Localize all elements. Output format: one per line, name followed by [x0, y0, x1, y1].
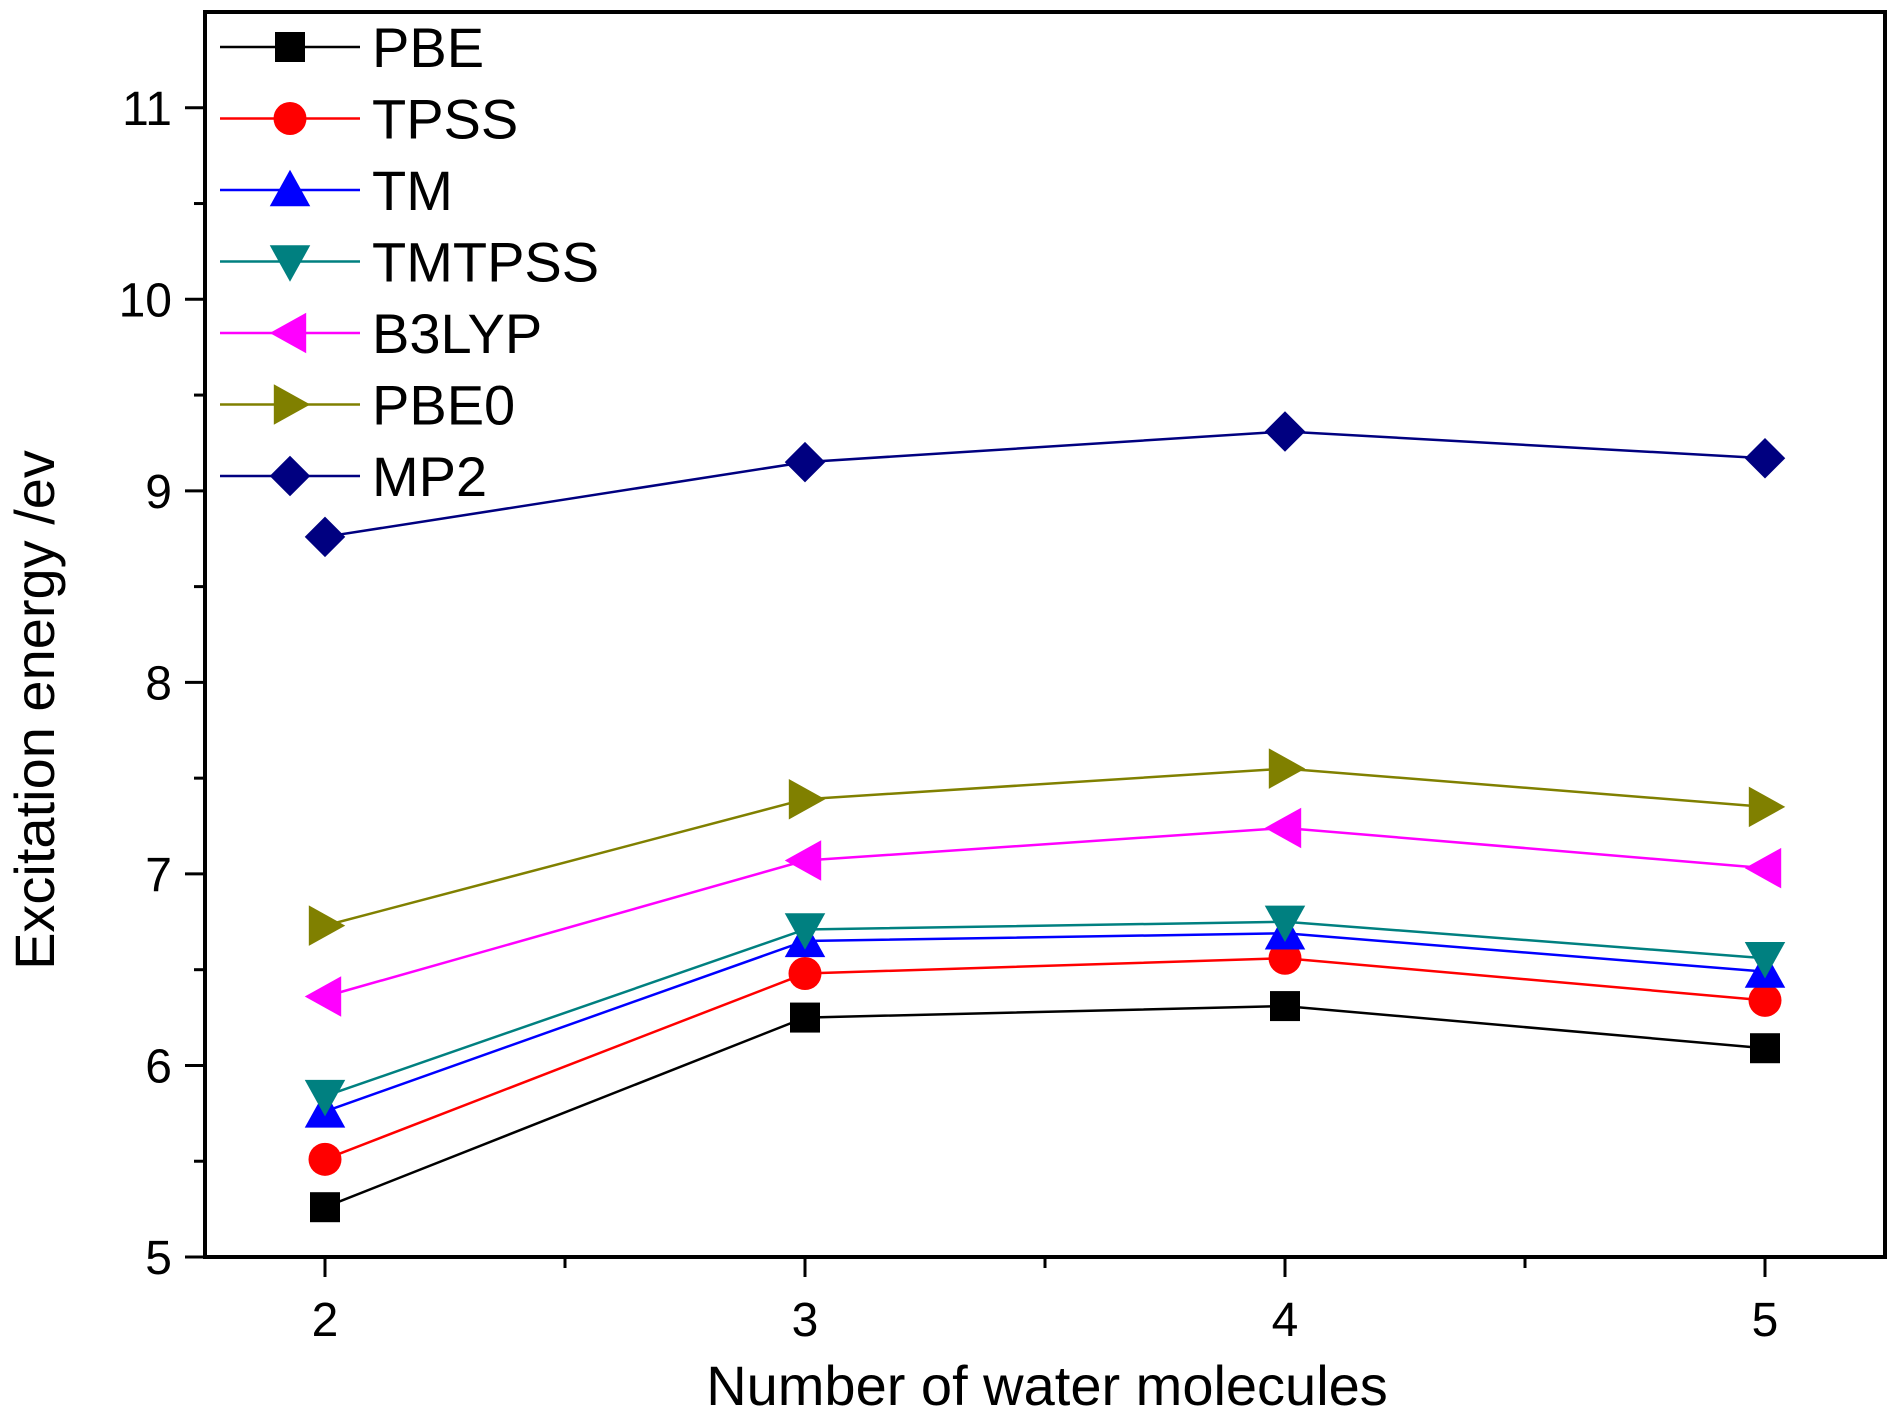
- series-b3lyp: [304, 807, 1782, 1017]
- legend-marker-tmtpss: [269, 245, 311, 282]
- legend-marker-b3lyp: [269, 312, 307, 354]
- plot-frame: [203, 10, 1887, 1259]
- y-tick-label: 10: [119, 274, 172, 327]
- data-point-b3lyp-3: [784, 840, 822, 881]
- series-line-b3lyp: [324, 826, 1766, 998]
- series-line-pbe0: [324, 767, 1766, 927]
- data-point-mp2-2: [304, 516, 346, 558]
- legend-item-mp2: MP2: [220, 445, 487, 508]
- y-tick-label: 9: [145, 466, 172, 519]
- legend-marker-pbe: [275, 32, 305, 62]
- legend-item-tpss: TPSS: [220, 88, 518, 151]
- series-layer: [304, 411, 1786, 1223]
- x-tick-label: 3: [792, 1294, 819, 1347]
- data-point-pbe-5: [1750, 1033, 1780, 1064]
- data-point-pbe-4: [1270, 991, 1300, 1022]
- x-tick-label: 2: [312, 1294, 339, 1347]
- y-tick-label: 7: [145, 849, 172, 902]
- legend-label-tm: TM: [372, 159, 453, 222]
- y-tick-label: 8: [145, 657, 172, 710]
- legend-item-pbe0: PBE0: [220, 374, 515, 437]
- series-pbe0: [308, 748, 1786, 946]
- series-line-pbe: [324, 1004, 1766, 1209]
- data-point-mp2-4: [1264, 411, 1306, 452]
- axes-layer: 5 6 7 8 9 10 11 2 3 4 5: [119, 10, 1887, 1347]
- series-tmtpss: [304, 905, 1786, 1117]
- x-tick-label: 4: [1272, 1294, 1299, 1347]
- data-point-tpss-5: [1748, 983, 1782, 1017]
- data-point-mp2-5: [1744, 438, 1786, 479]
- legend-label-b3lyp: B3LYP: [372, 302, 542, 365]
- data-point-tpss-2: [308, 1142, 342, 1176]
- legend-item-tm: TM: [220, 159, 453, 222]
- legend-label-pbe0: PBE0: [372, 374, 515, 437]
- legend-label-pbe: PBE: [372, 16, 484, 79]
- data-point-b3lyp-2: [304, 976, 342, 1017]
- y-tick-label: 11: [122, 83, 172, 136]
- data-point-pbe0-3: [788, 778, 826, 820]
- data-point-pbe0-4: [1268, 748, 1306, 789]
- legend-label-tpss: TPSS: [372, 88, 518, 151]
- y-tick-label: 6: [145, 1040, 172, 1093]
- data-point-pbe0-5: [1748, 786, 1786, 828]
- data-point-tpss-4: [1268, 941, 1302, 975]
- legend-marker-tpss: [273, 102, 307, 135]
- legend-item-pbe: PBE: [220, 16, 484, 79]
- data-point-tmtpss-2: [304, 1079, 346, 1117]
- series-tm: [304, 913, 1786, 1128]
- data-point-tmtpss-3: [784, 913, 826, 950]
- legend: PBE TPSS TM TMTPSS B3LYP PBE0 MP2: [220, 16, 599, 508]
- series-line-mp2: [324, 430, 1766, 539]
- data-point-tmtpss-5: [1744, 942, 1786, 979]
- data-point-b3lyp-4: [1264, 807, 1302, 849]
- legend-marker-mp2: [269, 455, 311, 497]
- legend-marker-tm: [269, 169, 311, 207]
- legend-item-b3lyp: B3LYP: [220, 302, 542, 365]
- legend-marker-pbe0: [273, 384, 311, 425]
- data-point-pbe0-2: [308, 905, 346, 946]
- data-point-pbe-3: [790, 1002, 820, 1033]
- series-tpss: [308, 941, 1782, 1176]
- series-line-tm: [324, 932, 1766, 1113]
- legend-label-tmtpss: TMTPSS: [372, 231, 599, 294]
- series-line-tpss: [324, 956, 1766, 1161]
- data-point-pbe-2: [310, 1192, 340, 1223]
- legend-label-mp2: MP2: [372, 445, 487, 508]
- legend-item-tmtpss: TMTPSS: [220, 231, 599, 294]
- x-tick-label: 5: [1752, 1294, 1779, 1347]
- data-point-tmtpss-4: [1264, 905, 1306, 943]
- series-pbe: [310, 991, 1780, 1223]
- data-point-mp2-3: [784, 441, 826, 483]
- data-point-b3lyp-5: [1744, 847, 1782, 889]
- y-tick-label: 5: [145, 1232, 172, 1285]
- data-point-tpss-3: [788, 957, 822, 991]
- series-mp2: [304, 411, 1786, 558]
- y-axis-title: Excitation energy /ev: [3, 450, 66, 970]
- series-line-tmtpss: [324, 920, 1766, 1098]
- x-axis-title: Number of water molecules: [706, 1354, 1388, 1417]
